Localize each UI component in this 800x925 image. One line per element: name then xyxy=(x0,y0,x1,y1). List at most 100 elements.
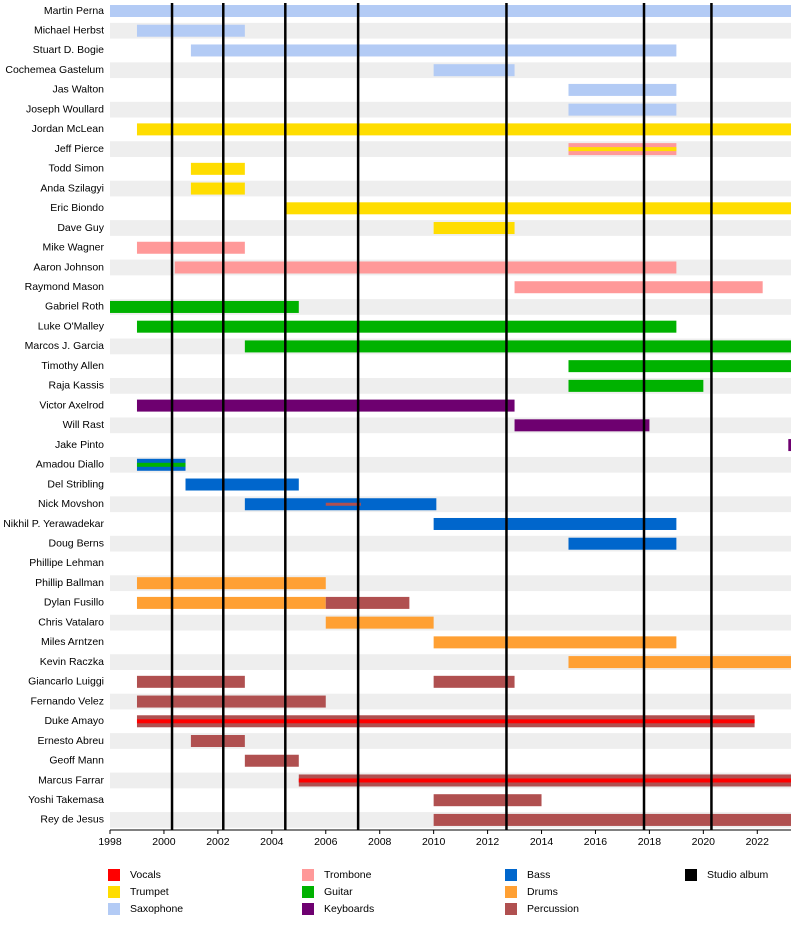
x-tick-label: 2002 xyxy=(206,836,230,848)
member-label: Dave Guy xyxy=(57,222,104,234)
member-label: Phillip Ballman xyxy=(35,577,104,589)
member-label: Phillipe Lehman xyxy=(29,557,104,569)
member-label: Joseph Woullard xyxy=(26,103,104,115)
member-label: Geoff Mann xyxy=(49,755,104,767)
x-tick-label: 2010 xyxy=(422,836,446,848)
row-band xyxy=(110,22,791,39)
member-label: Anda Szilagyi xyxy=(40,182,104,194)
member-label: Duke Amayo xyxy=(44,715,104,727)
member-label: Marcos J. Garcia xyxy=(25,340,105,352)
row-band xyxy=(110,733,791,749)
legend-label: Keyboards xyxy=(324,903,374,915)
member-label: Mike Wagner xyxy=(43,242,105,254)
member-label: Martin Perna xyxy=(44,5,104,17)
legend-swatch xyxy=(505,869,517,881)
bar xyxy=(190,182,245,195)
bar xyxy=(285,202,791,215)
bar xyxy=(136,675,245,688)
bar xyxy=(244,754,299,767)
bar xyxy=(568,83,677,96)
member-label: Jordan McLean xyxy=(32,123,105,135)
bar xyxy=(136,596,326,609)
member-label: Dylan Fusillo xyxy=(44,597,104,609)
legend-swatch xyxy=(302,903,314,915)
bar xyxy=(433,675,515,688)
legend-swatch xyxy=(302,886,314,898)
member-label: Cochemea Gastelum xyxy=(5,64,104,76)
bar xyxy=(136,24,245,37)
bar xyxy=(190,44,677,57)
member-label: Todd Simon xyxy=(49,163,105,175)
legend-label: Saxophone xyxy=(130,903,183,915)
legend-label: Percussion xyxy=(527,903,579,915)
member-label: Amadou Diallo xyxy=(36,459,104,471)
bar xyxy=(433,517,677,530)
member-label: Miles Arntzen xyxy=(41,636,104,648)
bar xyxy=(325,616,434,629)
member-label: Marcus Farrar xyxy=(38,774,104,786)
bar xyxy=(325,596,410,609)
row-band xyxy=(110,456,791,473)
x-tick-label: 2018 xyxy=(638,836,662,848)
member-label: Aaron Johnson xyxy=(33,261,104,273)
x-tick-label: 2000 xyxy=(152,836,176,848)
member-label: Jas Walton xyxy=(52,84,104,96)
legend-swatch xyxy=(108,869,120,881)
row-band xyxy=(110,101,791,118)
bar xyxy=(136,399,515,412)
legend-label: Bass xyxy=(527,869,550,881)
member-label: Raymond Mason xyxy=(25,281,105,293)
member-label: Jake Pinto xyxy=(55,439,104,451)
legend-label: Drums xyxy=(527,886,558,898)
bar xyxy=(568,360,791,373)
x-tick-label: 2014 xyxy=(530,836,554,848)
member-label: Kevin Raczka xyxy=(40,656,104,668)
legend-swatch xyxy=(505,886,517,898)
member-label: Fernando Velez xyxy=(30,695,104,707)
bar xyxy=(433,794,542,807)
bar xyxy=(433,636,677,649)
bar xyxy=(136,123,792,136)
row-band xyxy=(110,496,791,513)
legend-swatch xyxy=(685,869,697,881)
member-label: Gabriel Roth xyxy=(45,301,104,313)
bar xyxy=(568,537,677,550)
x-tick-label: 2022 xyxy=(746,836,770,848)
member-label: Rey de Jesus xyxy=(40,814,104,826)
bar xyxy=(136,577,326,590)
bar xyxy=(244,340,791,353)
bar xyxy=(136,695,326,708)
bar xyxy=(788,439,791,452)
member-label: Giancarlo Luiggi xyxy=(28,676,104,688)
bar xyxy=(190,162,245,175)
member-label: Chris Vatalaro xyxy=(38,616,104,628)
x-tick-label: 2008 xyxy=(368,836,392,848)
legend-swatch xyxy=(108,886,120,898)
member-label: Michael Herbst xyxy=(34,25,104,37)
member-label: Yoshi Takemasa xyxy=(28,794,104,806)
bar xyxy=(110,300,299,313)
bar-stripe xyxy=(298,778,791,783)
bar xyxy=(568,379,704,392)
legend-label: Vocals xyxy=(130,869,161,881)
bar xyxy=(325,502,361,506)
member-label: Will Rast xyxy=(63,419,104,431)
member-label: Nick Movshon xyxy=(38,498,104,510)
bar xyxy=(433,813,791,826)
bar xyxy=(136,241,245,254)
bar-stripe xyxy=(568,147,677,152)
x-tick-label: 2012 xyxy=(476,836,500,848)
bar xyxy=(433,222,515,235)
member-label: Raja Kassis xyxy=(49,380,104,392)
row-band xyxy=(110,614,791,631)
x-tick-label: 2020 xyxy=(692,836,716,848)
bar xyxy=(433,64,515,77)
bar xyxy=(568,656,791,669)
member-label: Victor Axelrod xyxy=(39,399,104,411)
bar xyxy=(185,478,299,491)
x-tick-label: 2004 xyxy=(260,836,284,848)
member-label: Ernesto Abreu xyxy=(37,735,104,747)
member-label: Jeff Pierce xyxy=(55,143,105,155)
x-tick-label: 1998 xyxy=(98,836,122,848)
